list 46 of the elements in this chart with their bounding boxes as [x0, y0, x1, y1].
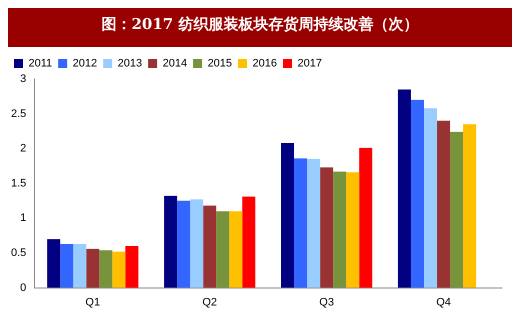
bar — [125, 246, 138, 288]
bar — [242, 196, 256, 288]
bar — [190, 199, 204, 288]
bar — [398, 89, 411, 288]
bar — [177, 200, 190, 288]
legend-label: 2015 — [208, 58, 232, 70]
bar — [410, 100, 424, 288]
bar — [359, 148, 372, 288]
legend-label: 2013 — [118, 58, 142, 70]
bar — [47, 239, 60, 288]
legend-label: 2011 — [28, 58, 52, 70]
bar — [450, 132, 464, 288]
legend-label: 2016 — [252, 58, 278, 70]
y-tick-label: 0.5 — [10, 247, 26, 260]
bar — [73, 244, 86, 288]
y-tick-label: 3 — [20, 73, 26, 86]
bar — [99, 250, 112, 288]
y-tick-label: 0 — [20, 282, 26, 294]
x-tick-label: Q2 — [202, 296, 218, 308]
x-tick-label: Q1 — [85, 296, 100, 308]
legend-label: 2017 — [298, 58, 322, 70]
bar — [229, 211, 242, 288]
y-tick-label: 1.5 — [10, 177, 26, 190]
bar — [203, 206, 216, 288]
y-tick-label: 2.5 — [10, 108, 26, 120]
legend-label: 2014 — [162, 58, 188, 70]
bar — [346, 172, 360, 288]
bar — [281, 143, 294, 288]
x-tick-label: Q3 — [319, 296, 334, 308]
y-tick-label: 1 — [20, 212, 26, 224]
y-tick-label: 2 — [20, 142, 26, 155]
bar — [294, 158, 308, 288]
bar — [424, 108, 438, 288]
bar — [307, 159, 320, 288]
chart-title: 图：2017 纺织服装板块存货周持续改善（次） — [8, 8, 512, 47]
bar — [216, 211, 230, 288]
bar — [60, 244, 74, 288]
bar — [333, 172, 346, 288]
bar — [320, 167, 334, 288]
bar — [463, 124, 476, 288]
x-tick-label: Q4 — [436, 296, 451, 308]
bar — [437, 120, 450, 288]
bar — [112, 252, 126, 288]
bar — [86, 248, 100, 288]
legend-label: 2012 — [72, 58, 98, 70]
bar — [164, 196, 178, 288]
